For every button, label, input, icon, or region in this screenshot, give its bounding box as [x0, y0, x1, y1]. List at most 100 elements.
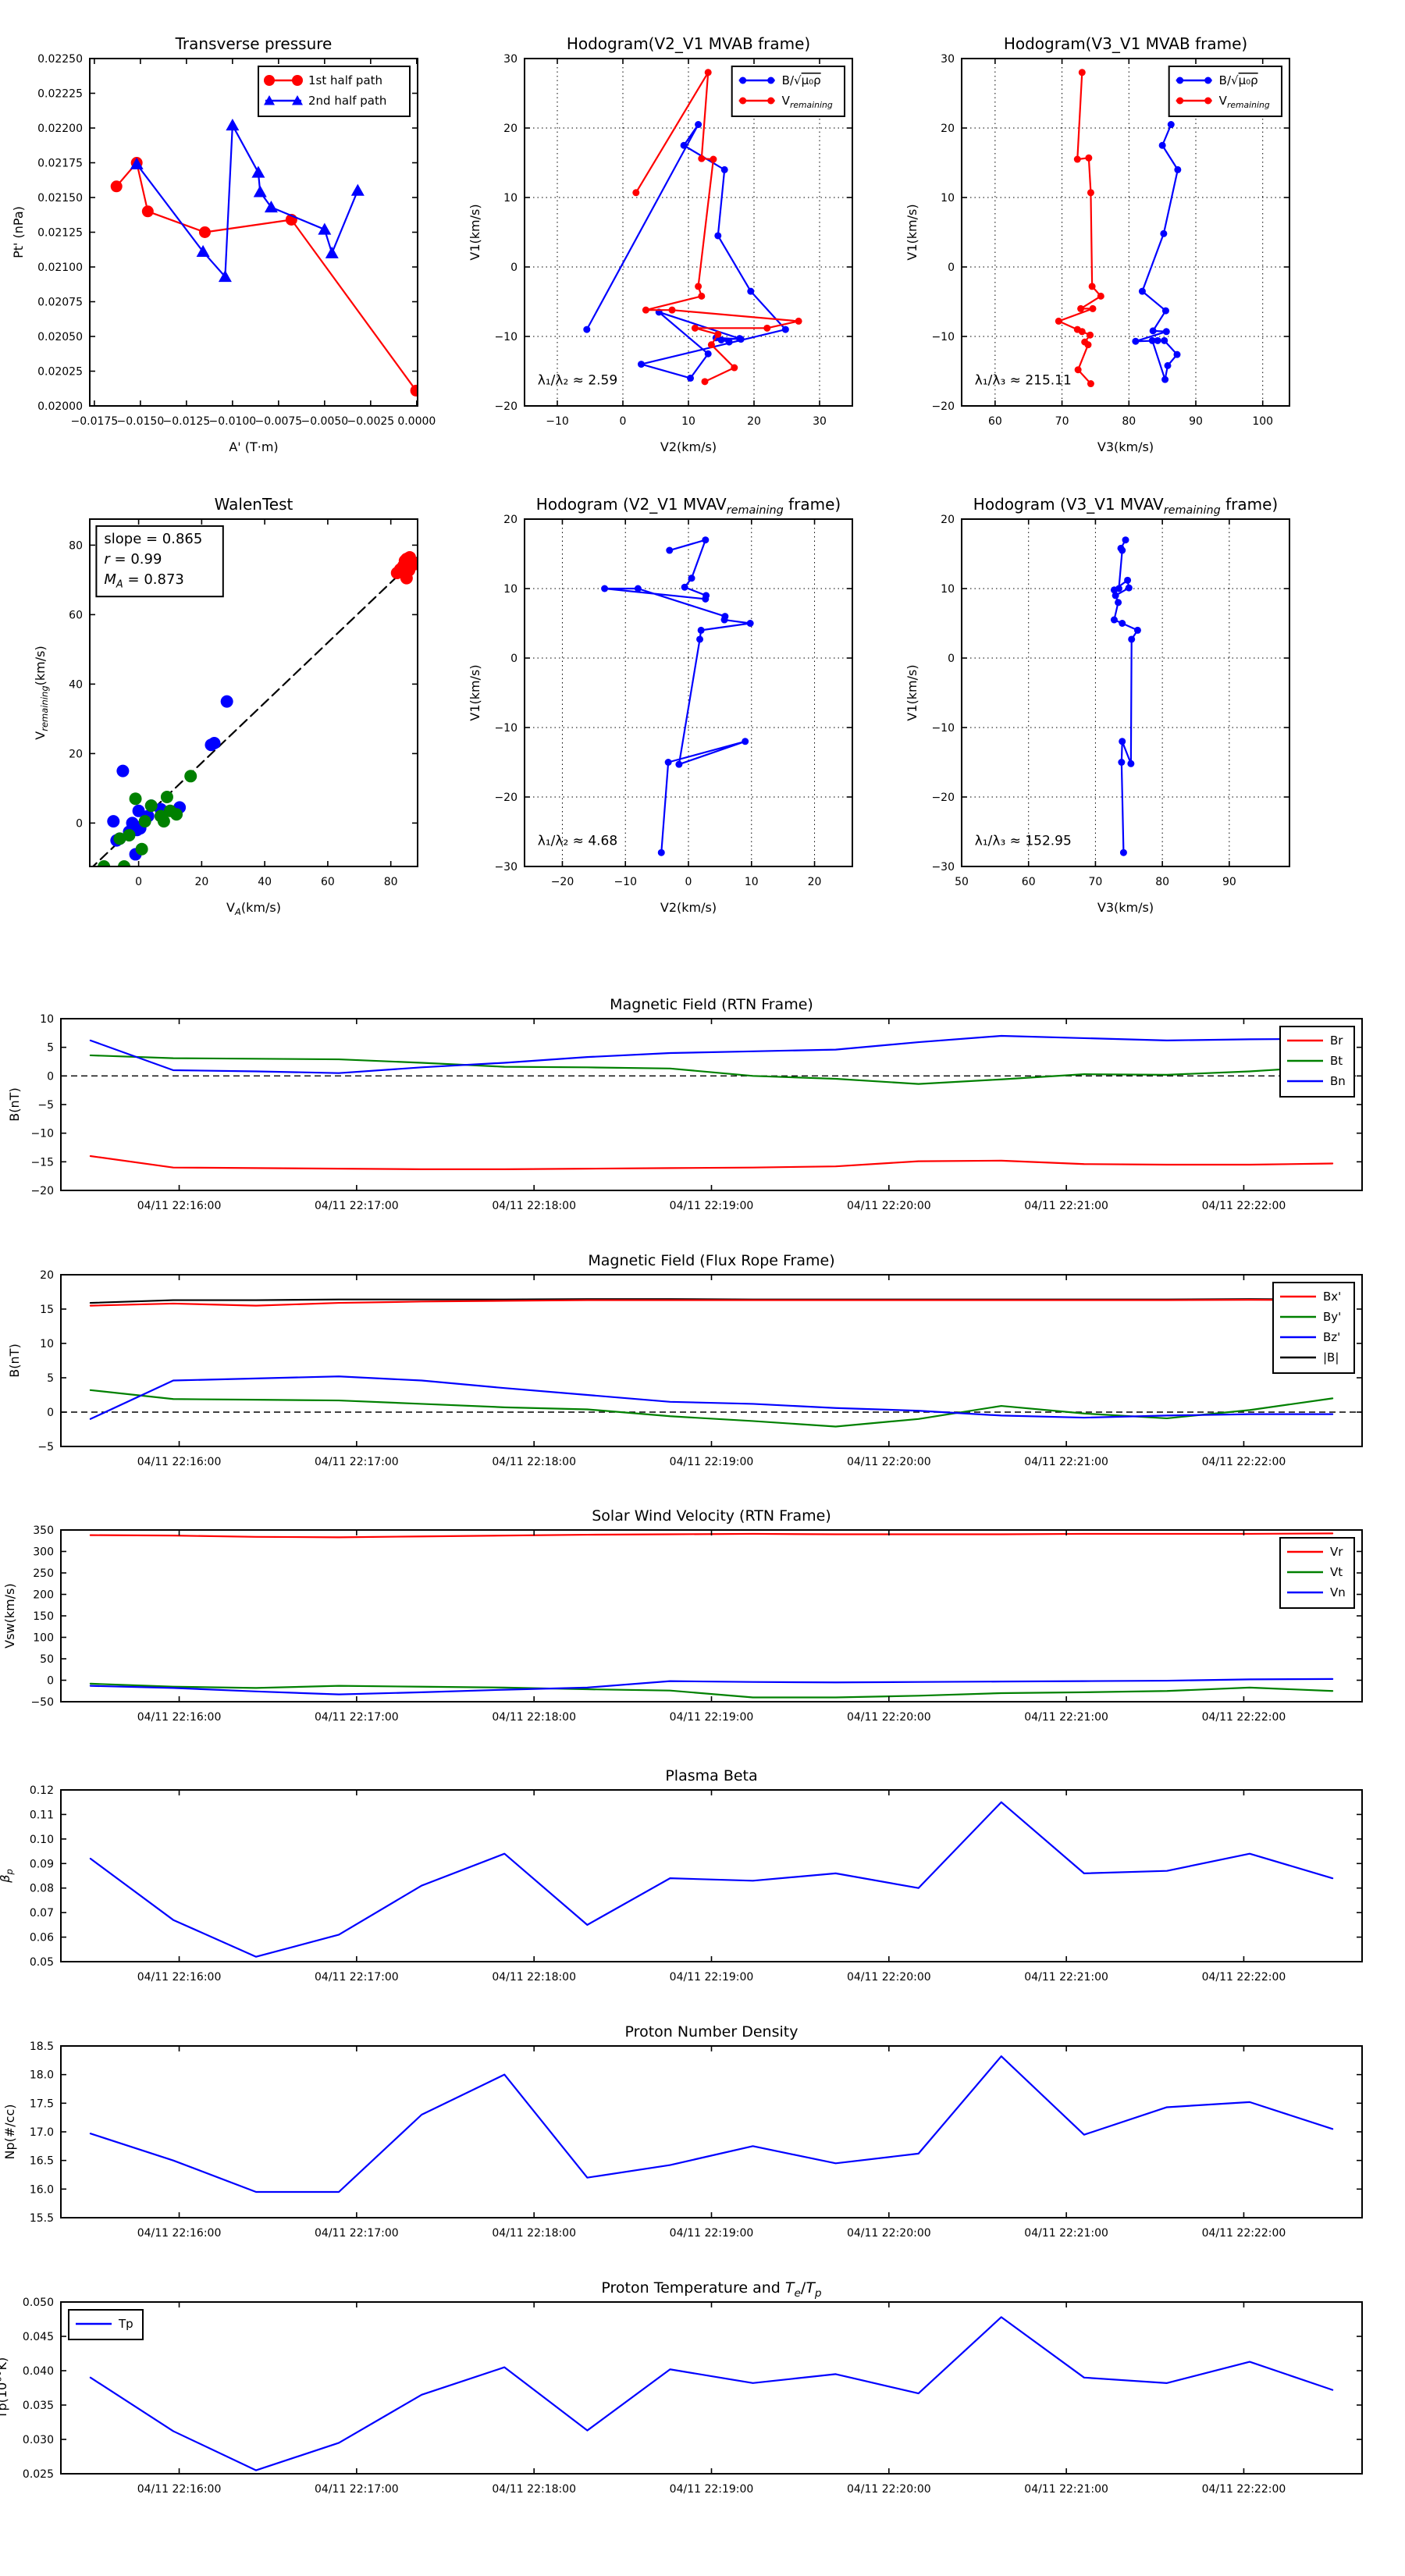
- tick-labels: −0.0175−0.0150−0.0125−0.0100−0.0075−0.00…: [37, 53, 436, 428]
- svg-text:0.07: 0.07: [30, 1907, 54, 1920]
- svg-text:04/11 22:16:00: 04/11 22:16:00: [137, 1200, 222, 1212]
- svg-text:10: 10: [941, 583, 955, 596]
- svg-text:04/11 22:17:00: 04/11 22:17:00: [315, 1200, 399, 1212]
- svg-text:−20: −20: [931, 792, 955, 804]
- tick-labels: 04/11 22:16:00 04/11 22:17:00 04/11 22:18:…: [23, 2297, 1286, 2496]
- svg-text:Bt: Bt: [1330, 1054, 1343, 1068]
- svg-text:20: 20: [40, 1269, 54, 1282]
- ticks: [61, 1529, 1362, 1703]
- svg-text:−20: −20: [494, 792, 518, 804]
- svg-text:04/11 22:22:00: 04/11 22:22:00: [1202, 1456, 1286, 1468]
- series-B-hodogram: [1110, 536, 1141, 856]
- annotation: slope = 0.865 r = 0.99 MA = 0.873: [95, 525, 224, 598]
- svg-text:17.0: 17.0: [30, 2126, 54, 2139]
- svg-text:100: 100: [33, 1632, 54, 1645]
- svg-text:Bx': Bx': [1323, 1290, 1341, 1304]
- svg-text:40: 40: [69, 678, 83, 691]
- svg-text:Vt: Vt: [1330, 1565, 1343, 1579]
- ticks: [61, 2301, 1362, 2475]
- svg-text:−5: −5: [37, 1099, 54, 1112]
- series-B-over-sqrt-mu0rho: [1132, 121, 1182, 383]
- plot-transverse-pressure: −0.0175−0.0150−0.0125−0.0100−0.0075−0.00…: [11, 34, 436, 454]
- svg-text:−0.0150: −0.0150: [117, 415, 165, 428]
- tick-labels: 0 20 40 60 80 0 20 40 60 80: [69, 539, 397, 888]
- svg-text:−10: −10: [494, 331, 518, 343]
- x-axis-label: V2(km/s): [660, 439, 717, 454]
- y-axis-label: Pt' (nPa): [11, 206, 26, 258]
- svg-text:30: 30: [941, 53, 955, 66]
- svg-text:0.02225: 0.02225: [37, 88, 83, 101]
- svg-text:350: 350: [33, 1525, 54, 1537]
- svg-text:04/11 22:22:00: 04/11 22:22:00: [1202, 1971, 1286, 1984]
- svg-text:60: 60: [988, 415, 1002, 428]
- svg-text:Br: Br: [1330, 1034, 1343, 1048]
- legend: B/√μ₀ρ Vremaining: [1168, 66, 1283, 117]
- svg-text:−20: −20: [931, 400, 955, 413]
- svg-text:20: 20: [747, 415, 761, 428]
- svg-text:04/11 22:17:00: 04/11 22:17:00: [315, 1971, 399, 1984]
- svg-text:0.02125: 0.02125: [37, 227, 83, 240]
- series-scatter-red: [390, 550, 418, 585]
- svg-text:10: 10: [40, 1338, 54, 1350]
- plot-title: Hodogram (V2_V1 MVAVremaining frame): [536, 495, 841, 517]
- tick-labels: 04/11 22:16:00 04/11 22:17:00 04/11 22:18:…: [37, 1269, 1286, 1468]
- svg-text:04/11 22:16:00: 04/11 22:16:00: [137, 1456, 222, 1468]
- svg-text:5: 5: [47, 1042, 54, 1055]
- svg-text:0.05: 0.05: [30, 1956, 54, 1969]
- svg-text:04/11 22:18:00: 04/11 22:18:00: [492, 1456, 576, 1468]
- series-scatter-green: [98, 770, 197, 866]
- tick-labels: 04/11 22:16:00 04/11 22:17:00 04/11 22:18:…: [30, 1784, 1286, 1984]
- svg-text:Vn: Vn: [1330, 1585, 1346, 1599]
- legend: B/√μ₀ρ Vremaining: [731, 66, 845, 117]
- legend: Vr Vt Vn: [1279, 1537, 1355, 1609]
- plot-title: Hodogram(V3_V1 MVAB frame): [1004, 34, 1247, 53]
- svg-text:04/11 22:16:00: 04/11 22:16:00: [137, 1971, 222, 1984]
- plot-title: Proton Number Density: [625, 2023, 799, 2041]
- annotation: λ₁/λ₃ ≈ 152.95: [975, 834, 1072, 849]
- svg-text:04/11 22:16:00: 04/11 22:16:00: [137, 2483, 222, 2496]
- plot-title: Magnetic Field (Flux Rope Frame): [588, 1252, 834, 1269]
- svg-text:−10: −10: [931, 722, 955, 735]
- annotation: λ₁/λ₂ ≈ 4.68: [538, 834, 617, 849]
- svg-text:0: 0: [47, 1407, 54, 1419]
- svg-text:B/√μ₀ρ: B/√μ₀ρ: [782, 73, 821, 87]
- svg-text:0: 0: [47, 1675, 54, 1688]
- svg-text:04/11 22:20:00: 04/11 22:20:00: [847, 1971, 931, 1984]
- svg-text:10: 10: [681, 415, 695, 428]
- plot-magnetic-field-flux-rope: 04/11 22:16:00 04/11 22:17:00 04/11 22:18:…: [7, 1252, 1363, 1468]
- svg-text:60: 60: [1022, 876, 1036, 888]
- svg-text:−10: −10: [931, 331, 955, 343]
- svg-text:0.02175: 0.02175: [37, 158, 83, 170]
- series-Bx-prime: [89, 1299, 1334, 1307]
- plot-plasma-beta: 04/11 22:16:00 04/11 22:17:00 04/11 22:18:…: [0, 1767, 1363, 1984]
- plot-magnetic-field-rtn: 04/11 22:16:00 04/11 22:17:00 04/11 22:18:…: [7, 996, 1363, 1212]
- svg-text:0.050: 0.050: [23, 2297, 54, 2309]
- svg-text:04/11 22:20:00: 04/11 22:20:00: [847, 2483, 931, 2496]
- svg-text:04/11 22:18:00: 04/11 22:18:00: [492, 2483, 576, 2496]
- svg-text:Tp: Tp: [118, 2317, 133, 2331]
- svg-text:60: 60: [321, 876, 335, 888]
- svg-text:04/11 22:20:00: 04/11 22:20:00: [847, 1711, 931, 1724]
- svg-text:90: 90: [1222, 876, 1236, 888]
- y-axis-label: Vsw(km/s): [2, 1583, 17, 1648]
- svg-text:30: 30: [813, 415, 827, 428]
- x-axis-label: V3(km/s): [1097, 900, 1154, 915]
- svg-text:0.025: 0.025: [23, 2468, 54, 2481]
- svg-text:04/11 22:16:00: 04/11 22:16:00: [137, 1711, 222, 1724]
- svg-text:04/11 22:22:00: 04/11 22:22:00: [1202, 1200, 1286, 1212]
- legend: Tp: [68, 2309, 144, 2340]
- svg-text:04/11 22:21:00: 04/11 22:21:00: [1024, 1971, 1108, 1984]
- svg-text:04/11 22:19:00: 04/11 22:19:00: [670, 2227, 754, 2240]
- svg-text:04/11 22:19:00: 04/11 22:19:00: [670, 1200, 754, 1212]
- tick-labels: −20 −10 0 10 20 −30 −20 −10 0 10 20: [494, 514, 821, 888]
- svg-text:04/11 22:17:00: 04/11 22:17:00: [315, 2483, 399, 2496]
- tick-labels: 50 60 70 80 90 −30 −20 −10 0 10 20: [931, 514, 1236, 888]
- y-axis-label: Vremaining(km/s): [33, 646, 50, 739]
- svg-text:2nd half path: 2nd half path: [308, 94, 386, 108]
- svg-text:04/11 22:19:00: 04/11 22:19:00: [670, 2483, 754, 2496]
- svg-text:−10: −10: [30, 1128, 54, 1140]
- svg-text:0.10: 0.10: [30, 1834, 54, 1846]
- svg-text:−0.0125: −0.0125: [163, 415, 211, 428]
